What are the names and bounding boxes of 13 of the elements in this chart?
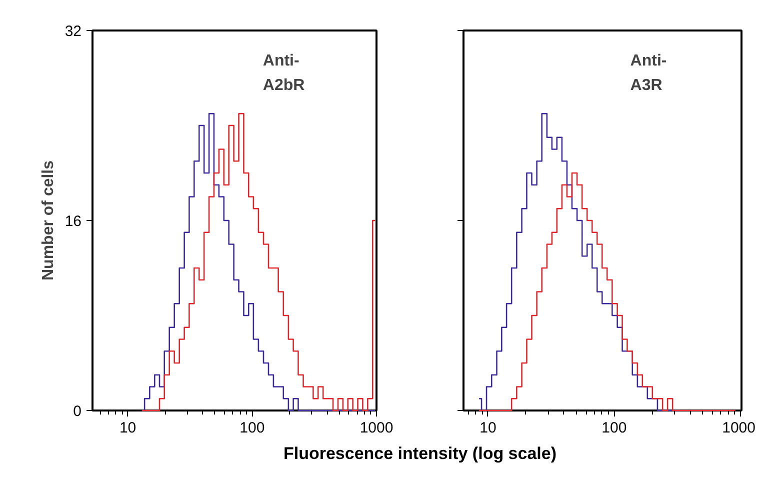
x-tick-label: 100 bbox=[240, 420, 265, 436]
x-tick-label: 10 bbox=[119, 420, 136, 436]
annotation: Anti- A2bR bbox=[262, 52, 306, 94]
y-tick-label: 0 bbox=[73, 403, 82, 420]
y-axis-title: Number of cells bbox=[40, 160, 57, 281]
x-tick-label: 1000 bbox=[360, 420, 394, 436]
x-tick-label: 1000 bbox=[722, 420, 756, 436]
y-tick-label: 16 bbox=[64, 213, 82, 230]
x-axis-title: Fluorescence intensity (log scale) bbox=[283, 443, 557, 465]
y-tick-label: 32 bbox=[64, 23, 82, 40]
x-tick-label: 100 bbox=[602, 420, 627, 436]
annotation: Anti- A3R bbox=[630, 52, 667, 94]
x-tick-label: 10 bbox=[480, 420, 496, 436]
